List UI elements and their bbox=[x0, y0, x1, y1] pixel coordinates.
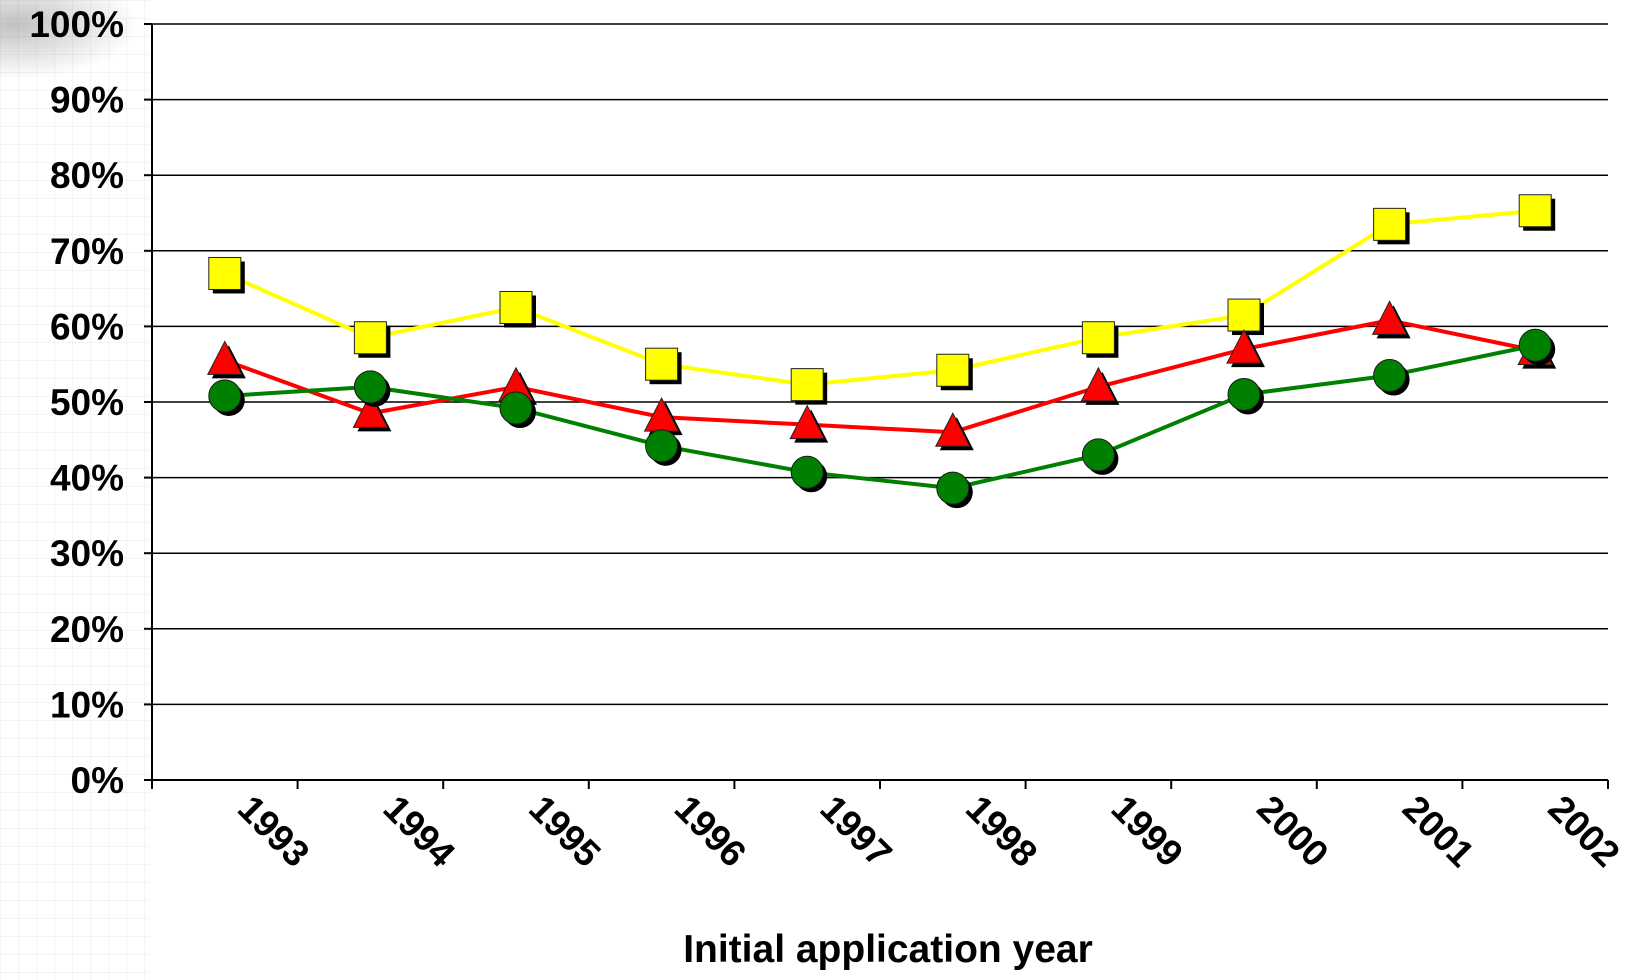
square-marker bbox=[1081, 321, 1115, 355]
x-tick-label: 1997 bbox=[812, 788, 899, 875]
y-tick-label: 10% bbox=[50, 684, 124, 725]
background-pattern bbox=[0, 0, 150, 980]
x-axis-title: Initial application year bbox=[683, 928, 1093, 971]
series-line-1 bbox=[223, 208, 1536, 387]
background-shade bbox=[0, 0, 140, 80]
series-line-3 bbox=[224, 343, 1536, 491]
x-tick-label: 2002 bbox=[1540, 788, 1627, 875]
circle-marker bbox=[1227, 377, 1261, 411]
square-marker bbox=[353, 321, 387, 355]
axes bbox=[144, 23, 1609, 789]
square-marker bbox=[208, 256, 242, 290]
square-marker bbox=[1227, 298, 1261, 332]
x-tick-label: 2000 bbox=[1249, 788, 1336, 875]
x-tick-label: 2001 bbox=[1395, 788, 1482, 875]
gridlines bbox=[152, 23, 1608, 706]
y-tick-label: 100% bbox=[29, 4, 124, 45]
y-tick-label: 70% bbox=[50, 231, 124, 272]
x-tick-label: 1995 bbox=[521, 788, 608, 875]
triangle-marker bbox=[206, 340, 243, 375]
x-tick-label: 1996 bbox=[667, 788, 754, 875]
x-tick-label: 1999 bbox=[1104, 788, 1191, 875]
square-marker bbox=[936, 353, 970, 387]
y-tick-label: 60% bbox=[50, 306, 124, 347]
y-tick-label: 90% bbox=[50, 80, 124, 121]
x-tick-label: 1993 bbox=[230, 788, 317, 875]
circle-marker bbox=[499, 391, 533, 425]
triangle-marker bbox=[934, 412, 971, 447]
square-marker bbox=[645, 347, 679, 381]
triangle-marker bbox=[1371, 300, 1408, 335]
x-tick-label: 1998 bbox=[958, 788, 1045, 875]
y-tick-label: 50% bbox=[50, 382, 124, 423]
y-tick-label: 0% bbox=[71, 760, 124, 801]
series-lines bbox=[223, 208, 1536, 491]
circle-marker bbox=[1081, 438, 1115, 472]
y-tick-labels: 0% 10% 20% 30% 40% 50% 60% 70% 80% 90% 100% bbox=[29, 4, 124, 801]
series-line-2 bbox=[224, 318, 1536, 435]
y-tick-label: 80% bbox=[50, 155, 124, 196]
triangle-marker bbox=[1080, 366, 1117, 402]
circle-marker bbox=[645, 429, 679, 463]
square-marker bbox=[1518, 194, 1552, 228]
x-tick-labels: 1993 1994 1995 1996 1997 1998 1999 2000 2001 2002 bbox=[230, 788, 1628, 875]
circle-marker bbox=[208, 379, 242, 413]
triangle-marker bbox=[1226, 328, 1262, 364]
y-tick-label: 40% bbox=[50, 458, 124, 499]
y-tick-label: 20% bbox=[50, 609, 124, 650]
square-marker bbox=[499, 291, 533, 324]
triangle-marker bbox=[789, 404, 826, 440]
circle-marker bbox=[353, 370, 387, 404]
circle-marker bbox=[1518, 328, 1552, 362]
circle-marker bbox=[790, 455, 824, 489]
square-marker bbox=[1373, 207, 1407, 241]
triangle-marker bbox=[352, 393, 389, 428]
x-tick-label: 1994 bbox=[376, 788, 463, 875]
circle-marker bbox=[936, 471, 970, 505]
circle-marker bbox=[1373, 359, 1407, 393]
square-marker bbox=[790, 368, 824, 402]
series-markers bbox=[206, 194, 1557, 509]
y-tick-label: 30% bbox=[50, 533, 124, 574]
